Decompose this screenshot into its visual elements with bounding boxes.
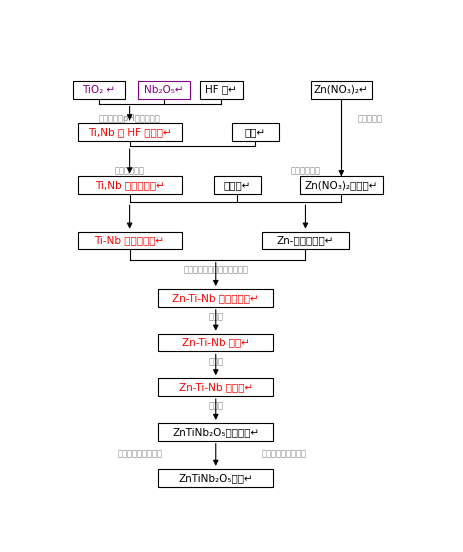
Bar [158,423,273,440]
Text: 混合、搞拆、乙二醇酸化剂。: 混合、搞拆、乙二醇酸化剂。 [183,266,248,275]
Text: HF 酸↵: HF 酸↵ [205,84,237,94]
Bar [200,81,243,99]
Text: Ti,Nb 的 HF 酸溶液↵: Ti,Nb 的 HF 酸溶液↵ [88,127,171,137]
Text: TiO₂ ↵: TiO₂ ↵ [82,84,116,94]
Text: 标准电子陶瓷工艺。: 标准电子陶瓷工艺。 [118,450,163,459]
Text: Zn-Ti-Nb 干凝胶↵: Zn-Ti-Nb 干凝胶↵ [179,382,253,392]
Text: Zn-Ti-Nb 溶胶↵: Zn-Ti-Nb 溶胶↵ [182,337,250,348]
Bar [78,232,181,250]
Bar [73,81,125,99]
Bar [232,123,279,141]
Text: 氨水↵: 氨水↵ [244,127,266,137]
Bar [300,176,382,194]
Text: 去离子水。: 去离子水。 [357,114,382,123]
Text: 干燥。: 干燥。 [208,357,223,366]
Bar [138,81,190,99]
Text: 成型、烧结、测试。: 成型、烧结、测试。 [262,450,307,459]
Text: ZnTiNb₂O₅陶瓷↵: ZnTiNb₂O₅陶瓷↵ [178,473,253,482]
Text: Zn-柠樼酸溶液↵: Zn-柠樼酸溶液↵ [277,236,334,246]
Bar [78,123,181,141]
Text: ZnTiNb₂O₅纳米粉体↵: ZnTiNb₂O₅纳米粉体↵ [172,427,259,437]
Bar [158,469,273,487]
Text: Zn(NO₃)₂↵: Zn(NO₃)₂↵ [314,84,369,94]
Text: Zn-Ti-Nb 前驱体溶液↵: Zn-Ti-Nb 前驱体溶液↵ [172,293,259,303]
Text: 柠樼酸↵: 柠樼酸↵ [224,181,251,190]
Text: Ti-Nb 柠樼酸溶液↵: Ti-Nb 柠樼酸溶液↵ [94,236,165,246]
Bar [214,176,261,194]
Text: 搞拆、溶解。: 搞拆、溶解。 [290,167,320,176]
Text: Ti,Nb 酸混合沉淀↵: Ti,Nb 酸混合沉淀↵ [95,181,164,190]
Bar [158,378,273,396]
Bar [158,289,273,307]
Text: 焼烧。: 焼烧。 [208,402,223,411]
Text: 搞拆、调节pH値、过滤。: 搞拆、调节pH値、过滤。 [99,114,161,123]
Text: Zn(NO₃)₂水溶液↵: Zn(NO₃)₂水溶液↵ [305,181,378,190]
Bar [158,333,273,352]
Bar [311,81,372,99]
Bar [78,176,181,194]
Bar [263,232,349,250]
Text: 加热。: 加热。 [208,312,223,321]
Text: Nb₂O₅↵: Nb₂O₅↵ [144,84,183,94]
Text: 搞拆、水热。: 搞拆、水热。 [115,167,144,176]
